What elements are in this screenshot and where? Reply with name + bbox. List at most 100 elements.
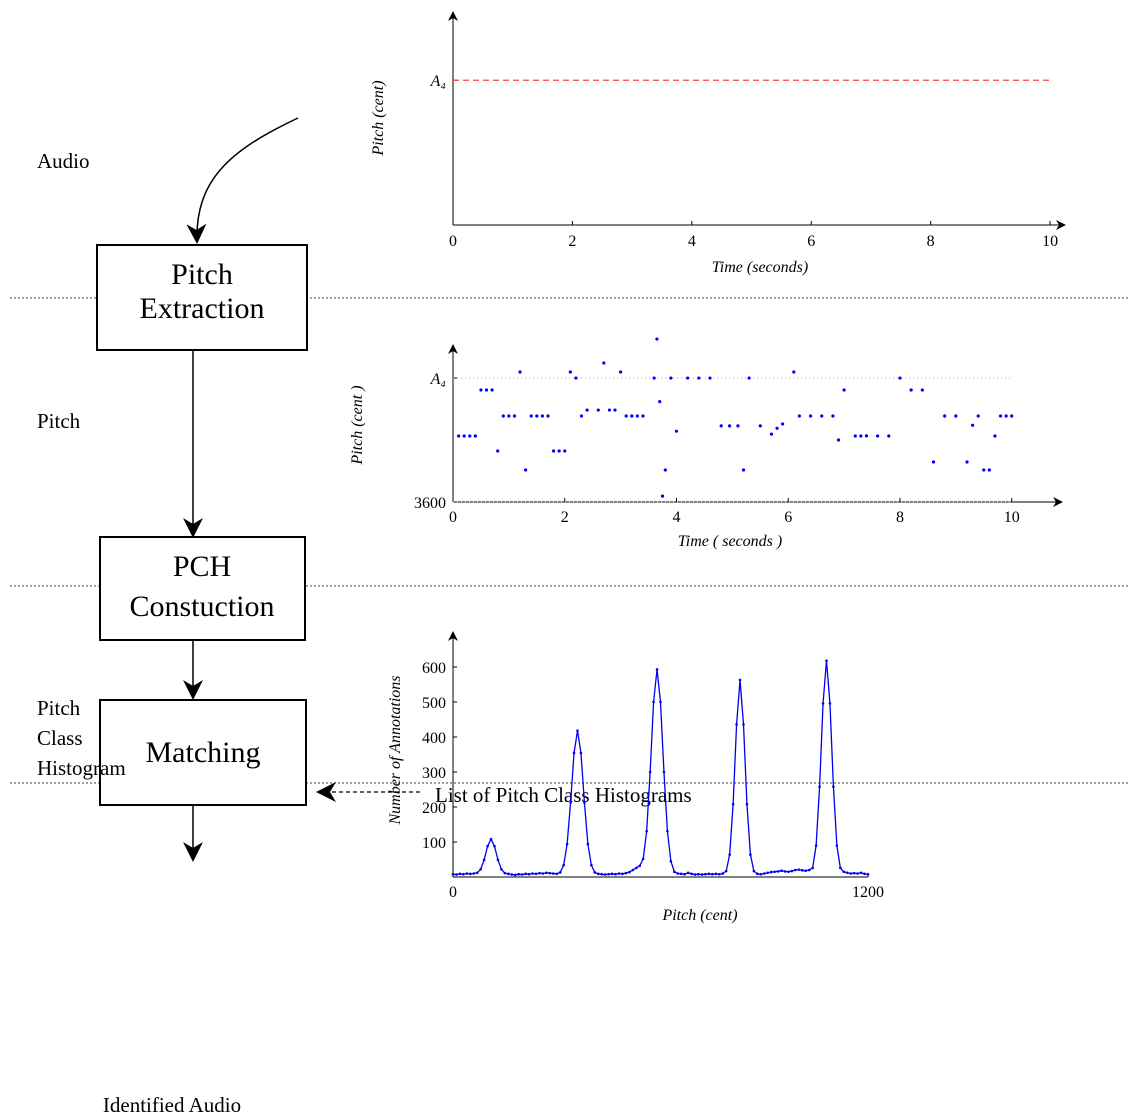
data-point [600,872,604,876]
data-point [562,863,565,867]
node-label: Matching [146,736,261,769]
data-point [662,770,666,774]
data-point [527,872,531,876]
data-point [610,872,614,876]
data-point [717,872,721,876]
data-point [859,871,863,875]
edge-label: Pitch [37,696,81,720]
data-point [529,414,533,418]
x-tick-label: 0 [449,884,457,901]
data-point [792,370,796,374]
data-point [659,700,662,704]
data-point [909,388,913,392]
data-point [762,872,766,875]
data-point [700,873,704,876]
data-point [520,873,524,876]
x-tick-label: 4 [672,509,680,526]
data-point [735,723,738,726]
data-point [630,414,634,418]
x-tick-label: 0 [449,509,457,526]
data-point [839,866,842,870]
data-point [738,678,742,682]
y-tick-label: A₄ [430,371,446,388]
data-point [708,376,712,380]
data-point [821,702,825,705]
data-point [614,872,617,876]
data-point [676,872,680,875]
data-point [828,702,832,705]
y-axis-label: Pitch (cent) [370,80,387,156]
data-point [693,873,697,876]
x-tick-label: 10 [1042,233,1058,250]
node-box [99,699,307,806]
y-tick-label: A₄ [430,73,446,90]
data-point [674,429,679,433]
data-point [797,868,801,871]
data-point [563,449,567,453]
data-point [758,424,762,428]
data-point [558,871,562,874]
data-point [742,723,745,726]
data-point [711,872,714,876]
data-point [473,434,477,438]
data-point [666,829,669,833]
data-point [781,422,785,426]
data-point [728,853,731,856]
x-axis-label: Pitch (cent) [661,907,737,924]
data-point [585,408,589,412]
data-point [787,870,790,874]
data-point [976,414,980,418]
data-point [965,460,969,464]
data-point [565,842,569,846]
data-point [513,873,517,877]
data-point [596,408,600,412]
x-tick-label: 0 [449,233,457,250]
edge-label: Histogram [37,756,126,780]
data-point [721,872,725,875]
data-point [663,468,667,472]
y-axis-label: Number of Annotations [387,675,404,825]
data-point [831,414,835,418]
data-point [714,872,718,876]
data-point [479,868,482,871]
data-point [727,424,732,428]
x-tick-label: 1200 [852,884,884,901]
data-point [790,869,794,873]
data-point [856,872,859,875]
data-point [507,872,510,876]
data-point [849,872,853,875]
data-point [462,872,465,876]
data-point [814,844,818,847]
data-point [593,871,597,874]
data-point [628,870,631,874]
data-point [524,468,528,472]
edge-label: Pitch [37,409,81,433]
data-point [624,871,628,875]
data-point [613,408,617,412]
data-point [648,770,652,774]
x-tick-label: 2 [568,233,576,250]
data-point [804,869,808,872]
data-point [596,872,600,876]
data-point [540,414,544,418]
data-point [468,434,472,438]
x-tick-label: 6 [807,233,815,250]
data-point [551,449,556,453]
data-point [538,871,541,875]
data-point [546,414,550,418]
data-point [518,370,522,374]
data-point [557,449,561,453]
data-point [579,414,584,418]
data-point [541,872,545,875]
data-point [783,870,787,873]
data-point [619,370,623,374]
data-point [756,872,759,876]
y-tick-label: 200 [422,800,446,817]
data-point [458,872,462,876]
data-point [800,869,804,872]
data-point [576,729,579,732]
data-point [920,388,924,392]
arrow [186,117,299,244]
data-point [683,872,687,876]
